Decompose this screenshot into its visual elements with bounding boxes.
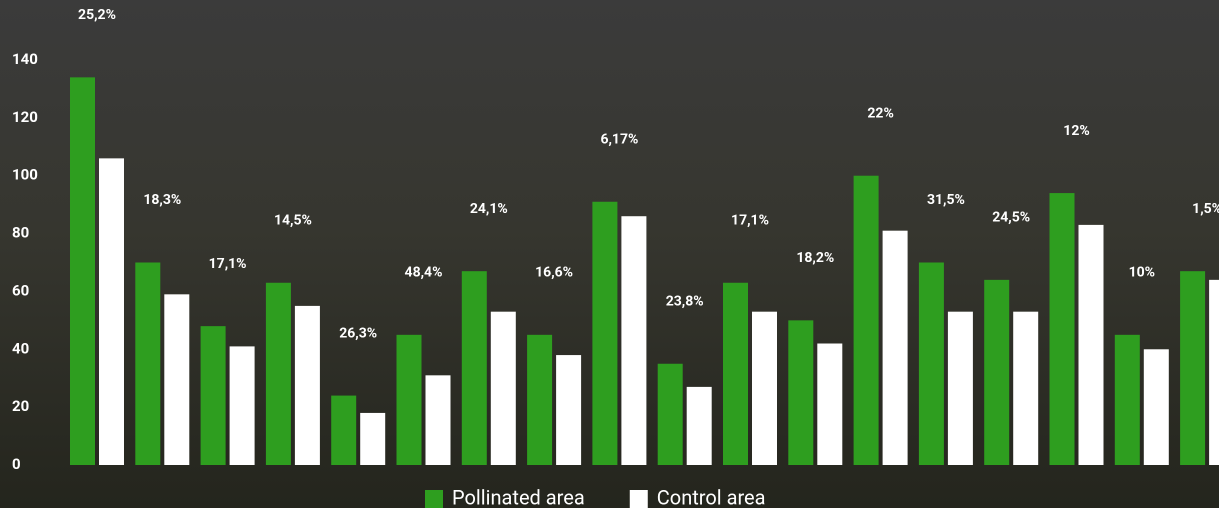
bar <box>621 216 647 465</box>
annotation: 18,3% <box>143 192 181 208</box>
bar <box>396 334 422 465</box>
bar <box>657 363 683 465</box>
y-tick-label: 60 <box>12 281 29 299</box>
bar <box>788 320 814 465</box>
annotation: 6,17% <box>600 131 638 147</box>
bar <box>817 343 843 465</box>
annotation: 25,2% <box>78 7 116 23</box>
bar <box>1143 349 1169 465</box>
bar <box>294 305 320 465</box>
annotation: 18,2% <box>796 250 834 266</box>
bar <box>882 230 908 465</box>
bar <box>1078 224 1104 465</box>
annotation: 48,4% <box>405 265 443 281</box>
bar <box>265 282 291 465</box>
bar <box>331 395 357 465</box>
bar <box>752 311 777 465</box>
bar <box>1013 311 1039 465</box>
bar <box>490 311 516 465</box>
bar <box>164 294 190 465</box>
annotation: 1,5% <box>1192 201 1219 217</box>
bar <box>984 279 1010 465</box>
bar <box>99 158 124 465</box>
bar <box>853 175 879 465</box>
bar <box>200 326 226 465</box>
bar <box>1114 334 1140 465</box>
legend-swatch <box>425 490 443 508</box>
annotation: 16,6% <box>535 265 573 281</box>
bar <box>686 386 712 465</box>
bar <box>229 346 255 465</box>
y-tick-label: 20 <box>12 397 29 415</box>
y-tick-label: 0 <box>12 455 21 473</box>
legend-label: Pollinated area <box>452 485 585 508</box>
legend-label: Control area <box>657 485 766 508</box>
bar <box>1180 271 1206 465</box>
bar <box>425 375 451 465</box>
annotation: 10% <box>1129 265 1155 281</box>
y-tick-label: 120 <box>12 108 38 126</box>
bar <box>1209 279 1219 465</box>
annotation: 23,8% <box>666 293 704 309</box>
annotation: 22% <box>867 105 893 121</box>
y-tick-label: 100 <box>12 166 38 184</box>
y-tick-label: 80 <box>12 224 29 242</box>
bar <box>461 271 487 465</box>
legend-swatch <box>629 490 648 508</box>
y-tick-label: 140 <box>12 50 38 68</box>
bar <box>918 262 944 465</box>
annotation: 17,1% <box>731 212 769 228</box>
bar <box>592 201 618 465</box>
bar <box>527 334 553 465</box>
annotation: 17,1% <box>209 256 247 272</box>
annotation: 14,5% <box>274 212 312 228</box>
annotation: 12% <box>1063 123 1089 139</box>
bar <box>360 412 386 465</box>
annotation: 31,5% <box>927 192 965 208</box>
bar <box>723 282 748 465</box>
bar <box>135 262 161 465</box>
bar <box>947 311 973 465</box>
bar <box>70 77 95 465</box>
annotation: 24,1% <box>470 201 508 217</box>
annotation: 26,3% <box>339 325 377 341</box>
bar <box>1049 193 1075 466</box>
bar <box>556 355 582 465</box>
annotation: 24,5% <box>992 210 1030 226</box>
y-tick-label: 40 <box>12 339 29 357</box>
